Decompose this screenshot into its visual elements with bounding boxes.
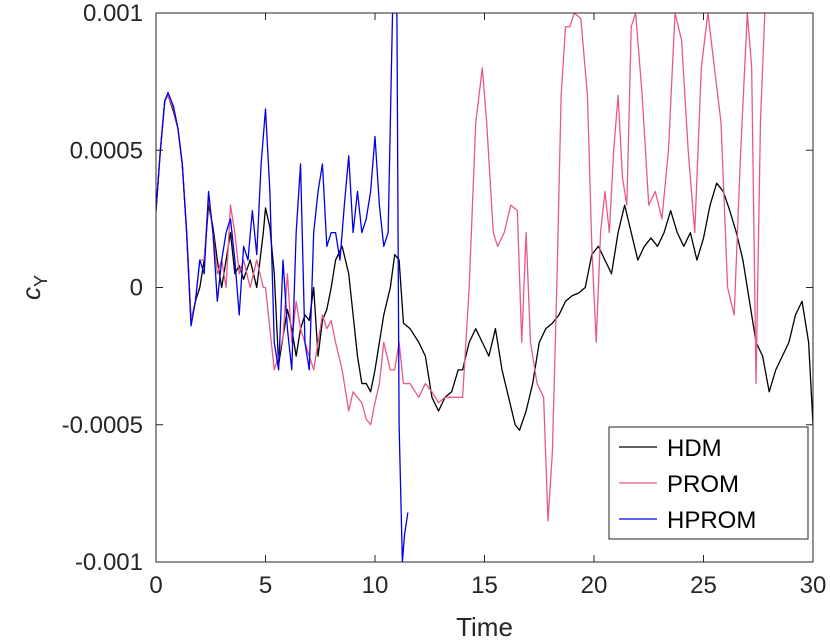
x-tick-label: 10 [362, 572, 389, 599]
legend-label-prom: PROM [667, 471, 739, 498]
legend-label-hprom: HPROM [667, 507, 756, 534]
y-tick-label: -0.0005 [62, 412, 143, 439]
x-tick-label: 25 [690, 572, 717, 599]
axes-layer: 0 5 10 15 20 25 30 -0.001 -0.0005 0 0.0005 0.001 [62, 0, 827, 599]
y-axis-title: cY [16, 275, 51, 300]
y-tick-label: -0.001 [75, 549, 143, 576]
y-tick-label: 0.001 [83, 0, 143, 27]
y-tick-label: 0 [130, 275, 143, 302]
x-axis-title: Time [456, 612, 513, 640]
legend: HDM PROM HPROM [608, 426, 809, 540]
series-layer [156, 13, 813, 562]
x-tick-label: 5 [259, 572, 272, 599]
legend-label-hdm: HDM [667, 435, 722, 462]
x-tick-label: 30 [800, 572, 827, 599]
y-axis-title-subscript: Y [31, 275, 51, 287]
y-tick-label: 0.0005 [70, 137, 143, 164]
x-tick-label: 20 [581, 572, 608, 599]
y-axis-title-base: c [16, 287, 46, 300]
x-tick-label: 0 [149, 572, 162, 599]
x-tick-label: 15 [471, 572, 498, 599]
series-line-hprom [156, 13, 409, 562]
